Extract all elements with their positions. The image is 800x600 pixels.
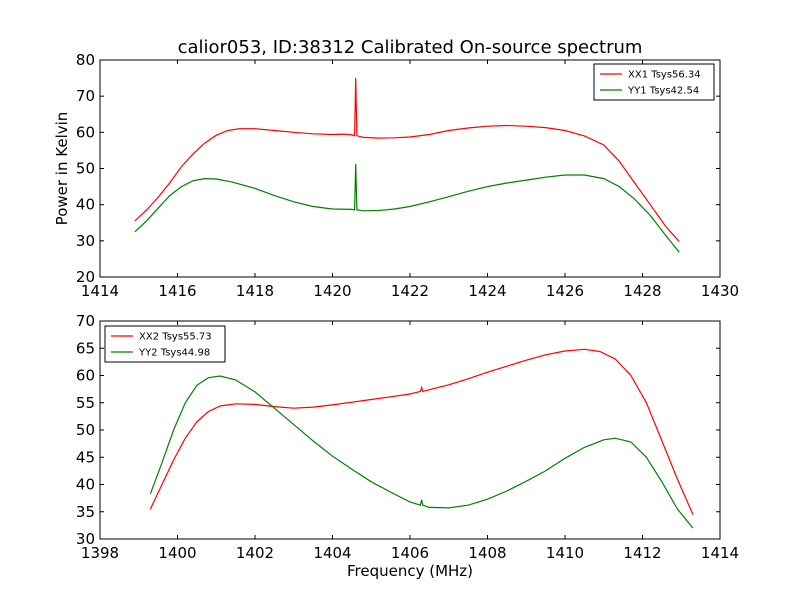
x-tick-label: 1426: [546, 282, 584, 300]
y-tick-label: 80: [76, 51, 95, 69]
figure-title: calior053, ID:38312 Calibrated On-source…: [178, 37, 643, 58]
y-tick-label: 60: [76, 123, 95, 141]
y-tick-label: 45: [76, 448, 95, 466]
y-tick-label: 40: [76, 476, 95, 494]
x-tick-label: 1400: [158, 544, 196, 562]
legend-entry-label: XX2 Tsys55.73: [139, 332, 212, 343]
legend: XX2 Tsys55.73 YY2 Tsys44.98: [104, 325, 226, 363]
y-tick-label: 60: [76, 367, 95, 385]
x-tick-label: 1418: [236, 282, 274, 300]
y-tick-label: 70: [76, 312, 95, 330]
legend-entry-label: YY1 Tsys42.54: [627, 86, 699, 97]
x-tick-label: 1402: [236, 544, 274, 562]
x-tick-label: 1408: [468, 544, 506, 562]
y-tick-label: 65: [76, 339, 95, 357]
x-tick-label: 1414: [81, 282, 119, 300]
y-tick-label: 40: [76, 196, 95, 214]
x-tick-label: 1430: [701, 282, 739, 300]
y-tick-label: 55: [76, 394, 95, 412]
x-tick-label: 1404: [313, 544, 351, 562]
x-tick-label: 1398: [81, 544, 119, 562]
x-tick-label: 1416: [158, 282, 196, 300]
legend-box: [104, 325, 226, 363]
series-line-2-1: [149, 348, 694, 515]
x-tick-label: 1420: [313, 282, 351, 300]
x-tick-label: 1414: [701, 544, 739, 562]
y-tick-label: 50: [76, 160, 95, 178]
bottom-spectrum-panel: 1398 1400 1402 1404 1406 1408 1410 1412 1414 30 35…: [76, 312, 739, 580]
y-tick-label: 50: [76, 421, 95, 439]
legend-box: [593, 63, 715, 101]
x-tick-label: 1424: [468, 282, 506, 300]
x-tick-label: 1422: [391, 282, 429, 300]
y-tick-label: 30: [76, 530, 95, 548]
y-tick-label: 20: [76, 268, 95, 286]
series-line-1-2: [134, 164, 680, 253]
top-spectrum-panel: 1414 1416 1418 1420 1422 1424 1426 1428 1430 20 30…: [53, 51, 739, 300]
y-tick-label: 70: [76, 87, 95, 105]
series-line-1-1: [134, 78, 680, 243]
legend: XX1 Tsys56.34 YY1 Tsys42.54: [593, 63, 715, 101]
x-tick-label: 1412: [623, 544, 661, 562]
x-tick-label: 1406: [391, 544, 429, 562]
y-tick-label: 30: [76, 232, 95, 250]
legend-entry-label: XX1 Tsys56.34: [628, 70, 701, 81]
x-tick-label: 1410: [546, 544, 584, 562]
x-axis-label: Frequency (MHz): [347, 562, 473, 580]
y-tick-label: 35: [76, 503, 95, 521]
series-line-2-2: [149, 375, 694, 529]
y-axis-label: Power in Kelvin: [53, 112, 71, 226]
legend-entry-label: YY2 Tsys44.98: [138, 348, 210, 359]
x-tick-label: 1428: [623, 282, 661, 300]
